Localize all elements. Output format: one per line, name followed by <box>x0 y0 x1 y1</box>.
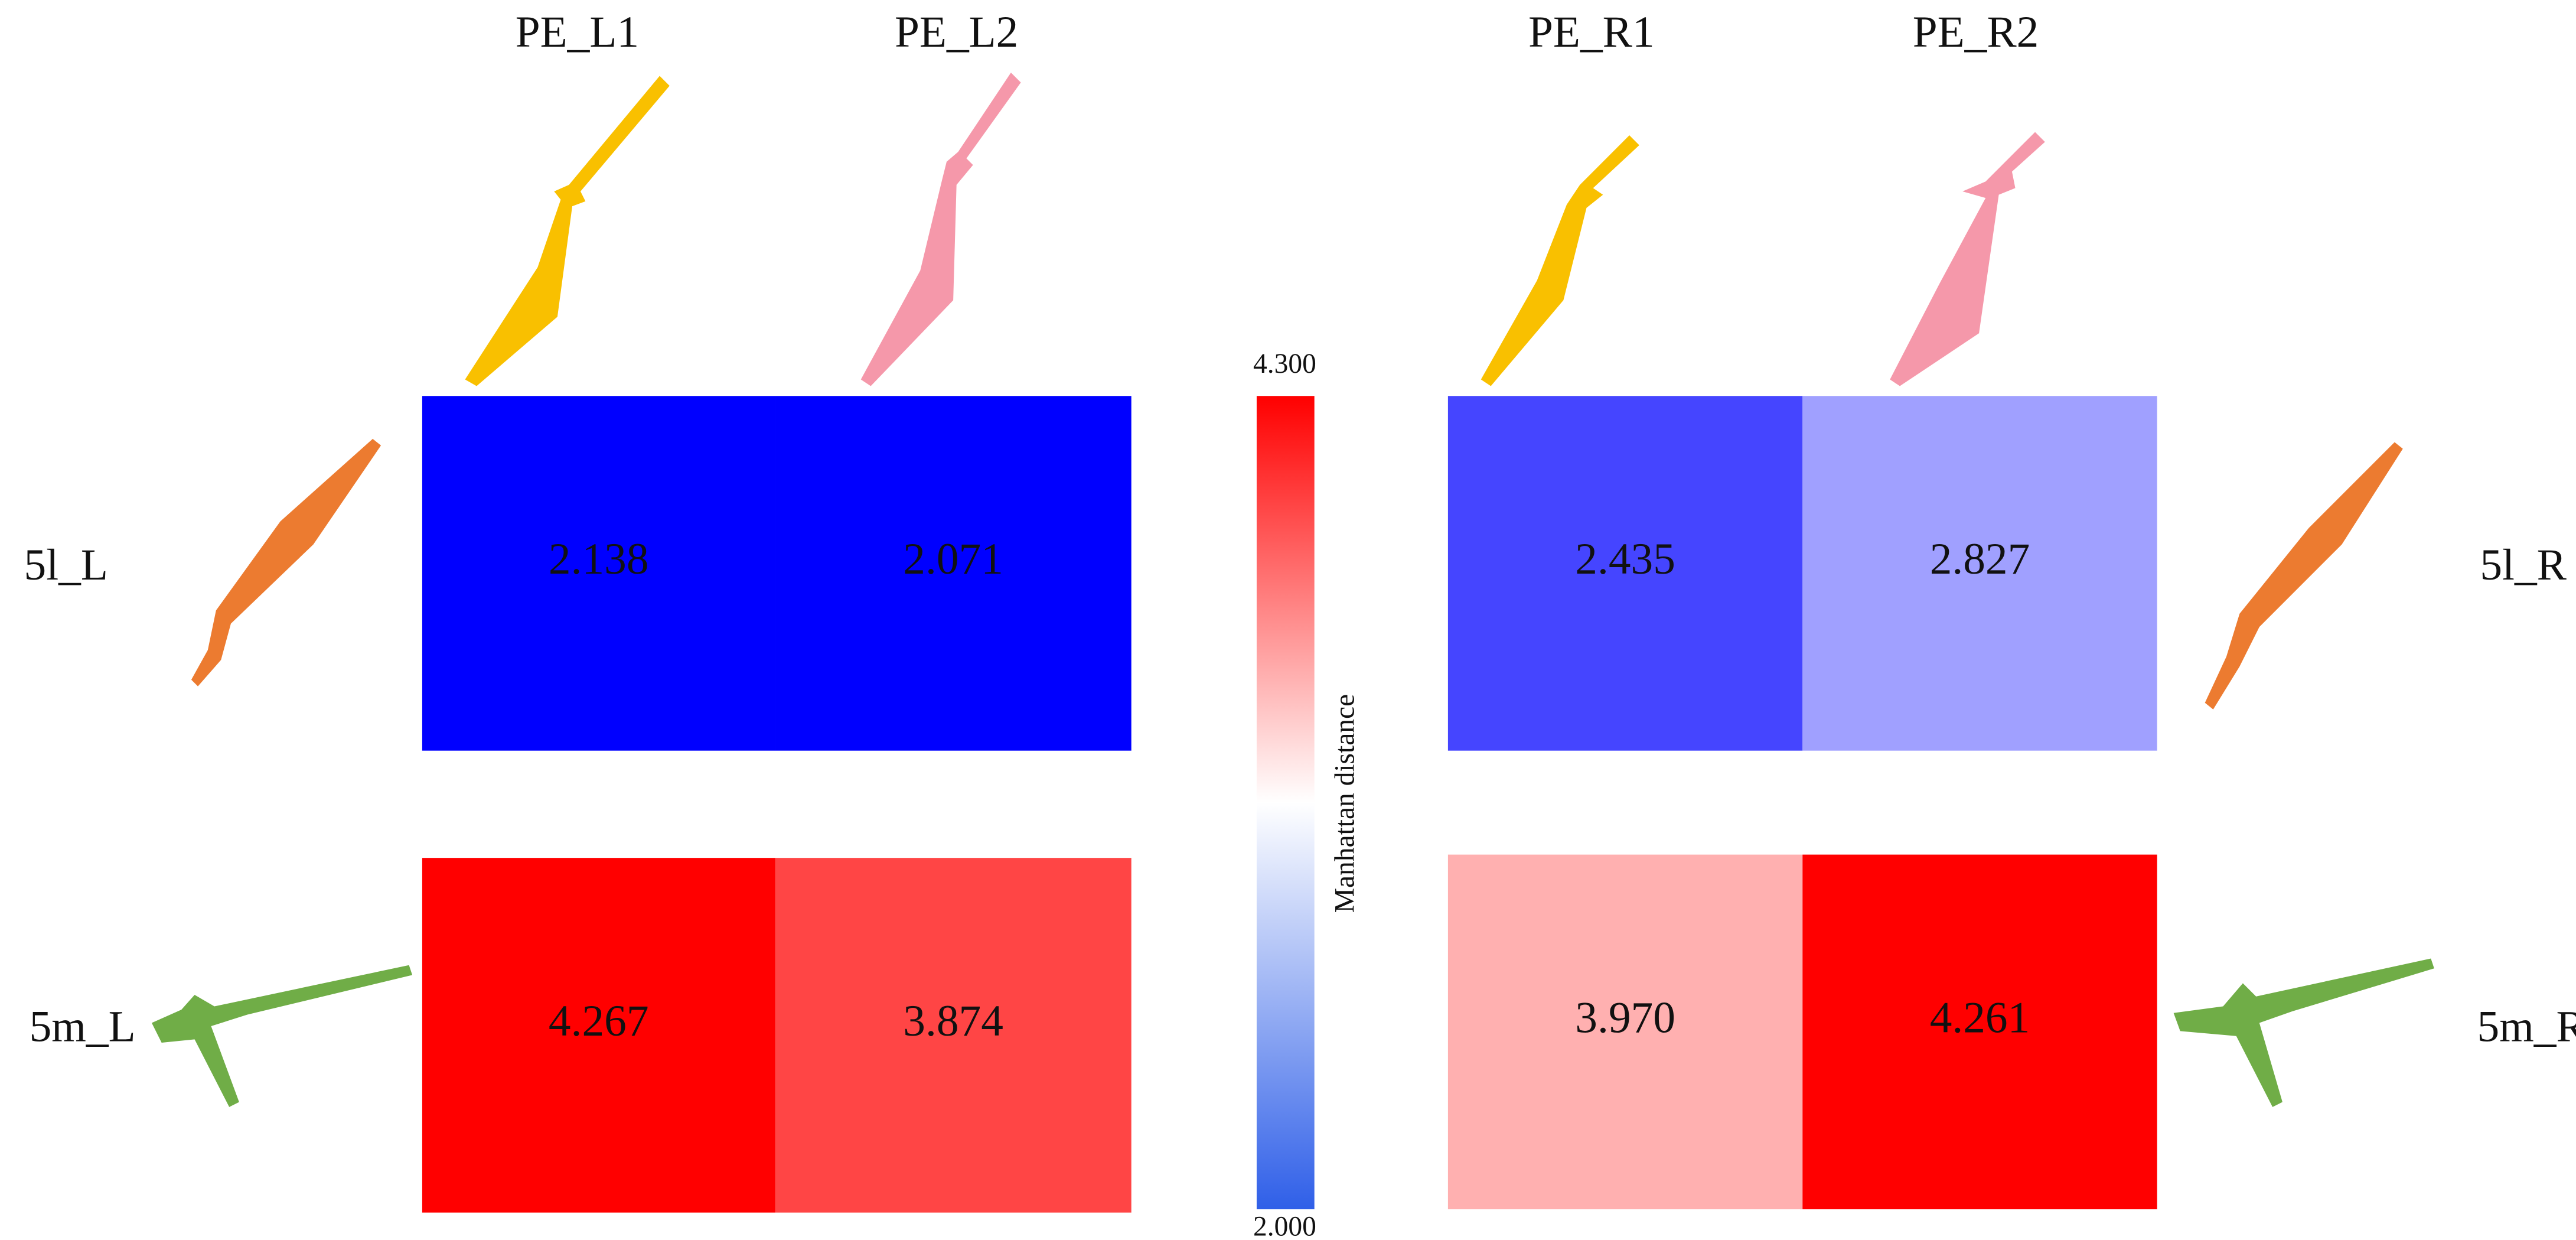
colorbar-tick-label: 2.000 <box>1253 1211 1316 1240</box>
colorbar <box>1256 396 1315 1210</box>
column-label: PE_R2 <box>1913 8 2039 57</box>
column-label: PE_L2 <box>895 8 1018 57</box>
row-label: 5m_R <box>2477 1003 2576 1052</box>
heatmap-cell <box>1447 396 1803 751</box>
column-label: PE_R1 <box>1528 8 1655 57</box>
row-label: 5m_L <box>30 1003 136 1052</box>
cell-value-label: 2.435 <box>1575 535 1675 584</box>
heatmap-cell <box>775 396 1132 751</box>
icon-5l-r <box>2205 442 2403 709</box>
cell-value-label: 2.071 <box>903 535 1003 584</box>
cell-value-label: 2.138 <box>549 535 649 584</box>
icon-5m-l <box>151 965 413 1107</box>
cell-value-label: 3.970 <box>1575 993 1675 1042</box>
heatmap-cell <box>1802 854 2157 1210</box>
heatmap-cell <box>775 858 1132 1213</box>
cell-value-label: 4.267 <box>549 997 649 1046</box>
heatmap-cell <box>422 858 775 1213</box>
column-label: PE_L1 <box>516 8 639 57</box>
icon-pe-r1 <box>1481 135 1639 386</box>
cell-value-label: 4.261 <box>1930 993 2030 1042</box>
icon-pe-r2 <box>1890 132 2045 386</box>
colorbar-tick-label: 4.300 <box>1253 349 1316 379</box>
heatmap-cell <box>422 396 775 751</box>
cell-value-label: 2.827 <box>1930 535 2030 584</box>
icon-pe-l2 <box>860 72 1021 386</box>
heatmap-cell <box>1802 396 2157 751</box>
heatmap-cell <box>1447 854 1803 1210</box>
icon-5m-r <box>2173 958 2434 1107</box>
colorbar-label: Manhattan distance <box>1329 694 1360 913</box>
icon-pe-l1 <box>465 76 670 386</box>
icon-5l-l <box>191 438 381 686</box>
row-label: 5l_R <box>2480 541 2567 590</box>
row-label: 5l_L <box>24 541 108 590</box>
bone-icons <box>151 72 2434 1107</box>
cell-value-label: 3.874 <box>903 997 1003 1046</box>
